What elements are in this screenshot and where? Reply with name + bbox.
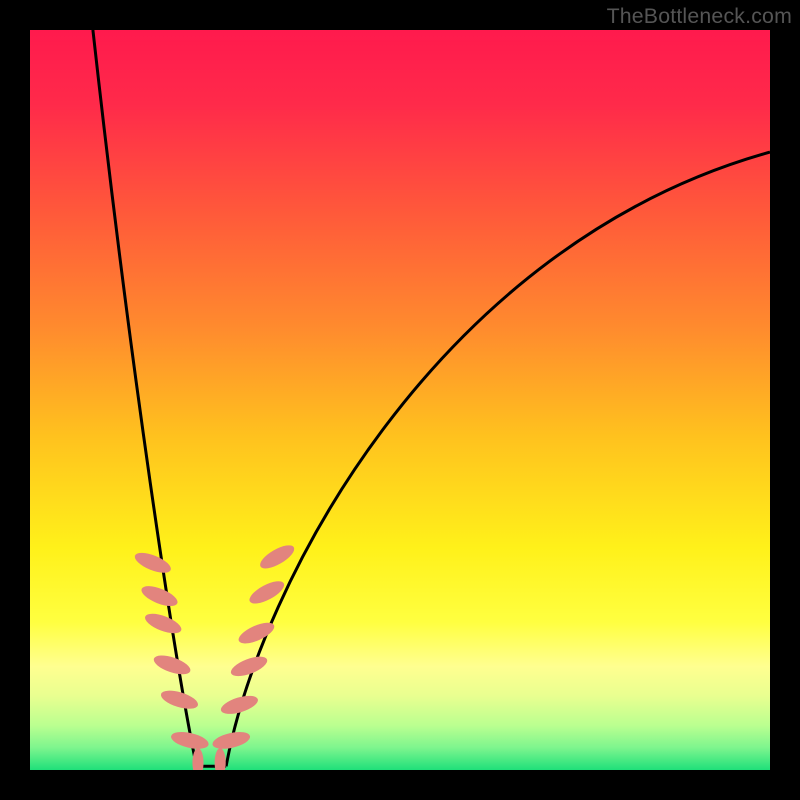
curve-right [226, 152, 770, 766]
marker-left-3 [151, 652, 192, 679]
marker-left-0 [132, 549, 173, 577]
curve-group [93, 30, 770, 766]
marker-group [132, 541, 297, 770]
marker-left-4 [159, 687, 200, 712]
watermark-text: TheBottleneck.com [607, 4, 792, 29]
curve-overlay [30, 30, 770, 770]
curve-left [93, 30, 197, 766]
plot-area [30, 30, 770, 770]
marker-right-0 [211, 729, 252, 752]
marker-left-2 [143, 610, 184, 638]
chart-root: TheBottleneck.com [0, 0, 800, 800]
marker-right-5 [257, 541, 298, 573]
marker-bottom-1 [215, 748, 226, 770]
marker-left-1 [139, 582, 180, 610]
